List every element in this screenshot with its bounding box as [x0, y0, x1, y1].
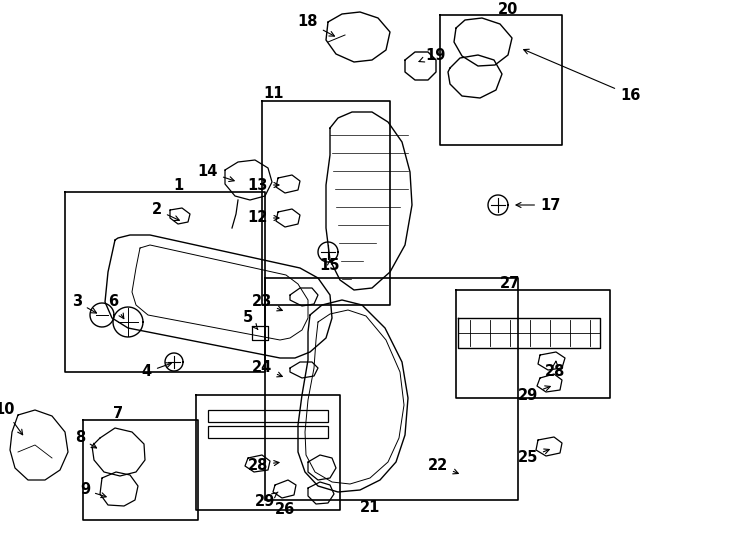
Text: 16: 16 [523, 49, 640, 103]
Text: 14: 14 [197, 165, 234, 181]
Text: 11: 11 [263, 86, 283, 102]
Text: 12: 12 [247, 211, 279, 226]
Text: 1: 1 [173, 178, 183, 192]
Text: 6: 6 [108, 294, 124, 319]
Text: 23: 23 [252, 294, 283, 311]
Text: 26: 26 [275, 503, 295, 517]
Text: 9: 9 [80, 483, 106, 498]
Text: 19: 19 [419, 48, 446, 63]
Text: 2: 2 [152, 202, 179, 220]
Text: 25: 25 [517, 449, 549, 465]
Text: 20: 20 [498, 3, 518, 17]
Text: 29: 29 [517, 386, 550, 402]
Text: 18: 18 [297, 15, 335, 36]
Text: 27: 27 [500, 275, 520, 291]
Text: 4: 4 [142, 363, 171, 380]
Text: 8: 8 [75, 430, 97, 448]
Bar [208, 426, 328, 438]
Text: 3: 3 [72, 294, 96, 313]
Text: 10: 10 [0, 402, 23, 435]
Text: 22: 22 [428, 457, 458, 474]
Bar [208, 410, 328, 422]
Text: 21: 21 [360, 501, 380, 516]
Text: 13: 13 [247, 178, 279, 192]
Text: 24: 24 [252, 361, 283, 377]
Text: 17: 17 [516, 198, 560, 213]
Text: 28: 28 [247, 457, 279, 472]
Text: 7: 7 [113, 406, 123, 421]
Text: 15: 15 [320, 258, 341, 273]
Text: 5: 5 [243, 310, 258, 329]
Text: 28: 28 [545, 361, 565, 380]
Text: 29: 29 [255, 492, 278, 510]
